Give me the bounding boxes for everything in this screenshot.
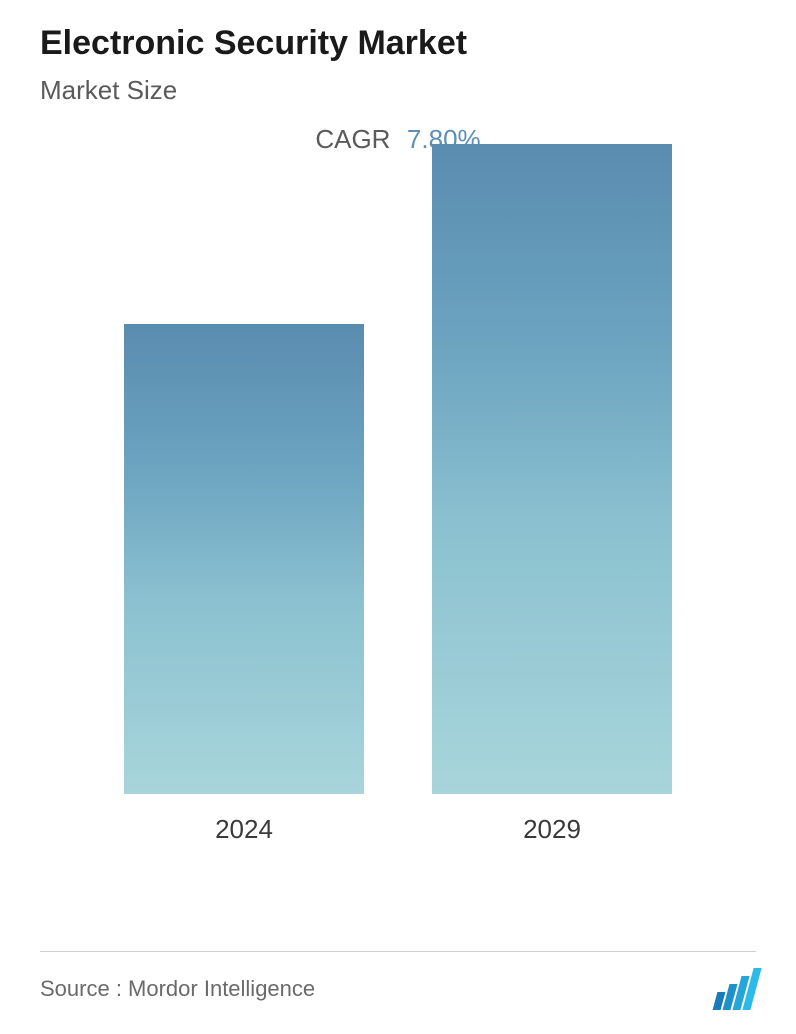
- cagr-label: CAGR: [315, 124, 390, 154]
- chart-container: Electronic Security Market Market Size C…: [0, 0, 796, 1034]
- chart-title: Electronic Security Market: [40, 24, 756, 63]
- chart-subtitle: Market Size: [40, 75, 756, 106]
- bar-1: [432, 144, 672, 794]
- bar-0: [124, 324, 364, 794]
- footer: Source : Mordor Intelligence: [40, 951, 756, 1010]
- bar-group-1: 2029: [412, 144, 692, 845]
- chart-area: 2024 2029: [70, 185, 726, 895]
- bar-label-1: 2029: [523, 814, 581, 845]
- brand-logo-icon: [715, 968, 756, 1010]
- bar-group-0: 2024: [104, 324, 384, 845]
- bar-label-0: 2024: [215, 814, 273, 845]
- bars-container: 2024 2029: [70, 185, 726, 845]
- source-text: Source : Mordor Intelligence: [40, 976, 315, 1002]
